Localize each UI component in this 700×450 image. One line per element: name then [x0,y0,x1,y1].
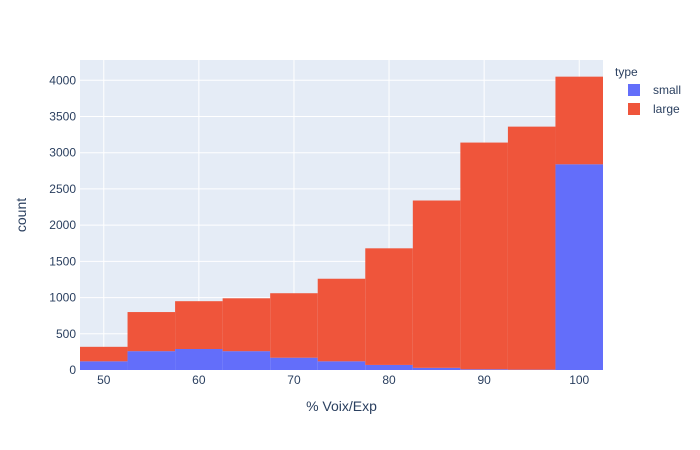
x-tick-label: 70 [287,373,301,387]
bar-small[interactable] [412,367,461,370]
bar-small[interactable] [555,164,603,370]
bar-small[interactable] [460,369,508,370]
bar-large[interactable] [317,278,366,362]
y-tick-label: 0 [69,363,76,377]
y-tick-label: 1500 [49,254,76,268]
legend[interactable]: type small large [615,65,681,116]
bar-large[interactable] [507,126,556,370]
bar-large[interactable] [412,200,461,368]
y-tick-label: 2000 [49,218,76,232]
y-axis-title: count [13,198,29,232]
legend-label: small [653,83,681,97]
bar-small[interactable] [127,351,176,370]
x-axis-title: % Voix/Exp [306,398,377,414]
legend-label: large [653,102,680,116]
y-axis-ticks: 0 500 1000 1500 2000 2500 3000 3500 4000 [49,73,76,377]
x-tick-label: 90 [477,373,491,387]
x-tick-label: 60 [192,373,206,387]
legend-title: type [615,65,638,79]
bar-small[interactable] [80,361,128,370]
bar-large[interactable] [127,312,176,352]
x-axis-ticks: 50 60 70 80 90 100 [97,373,589,387]
legend-item-small[interactable]: small [628,83,681,97]
bar-large[interactable] [175,301,223,349]
bars [80,76,603,370]
x-tick-label: 80 [382,373,396,387]
bar-small[interactable] [270,357,318,370]
bar-small[interactable] [317,361,366,370]
bar-large[interactable] [555,76,603,165]
bar-large[interactable] [365,248,413,365]
y-tick-label: 2500 [49,182,76,196]
legend-swatch [628,84,640,96]
bar-large[interactable] [80,346,128,362]
y-tick-label: 3000 [49,146,76,160]
y-tick-label: 1000 [49,291,76,305]
x-tick-label: 100 [569,373,589,387]
bar-small[interactable] [222,351,271,370]
x-tick-label: 50 [97,373,111,387]
bar-small[interactable] [175,348,223,370]
legend-item-large[interactable]: large [628,102,680,116]
bar-small[interactable] [365,364,413,370]
bar-large[interactable] [270,293,318,358]
y-tick-label: 500 [56,327,76,341]
bar-large[interactable] [460,142,508,370]
legend-swatch [628,103,640,115]
bar-large[interactable] [222,298,271,352]
y-tick-label: 4000 [49,73,76,87]
y-tick-label: 3500 [49,109,76,123]
